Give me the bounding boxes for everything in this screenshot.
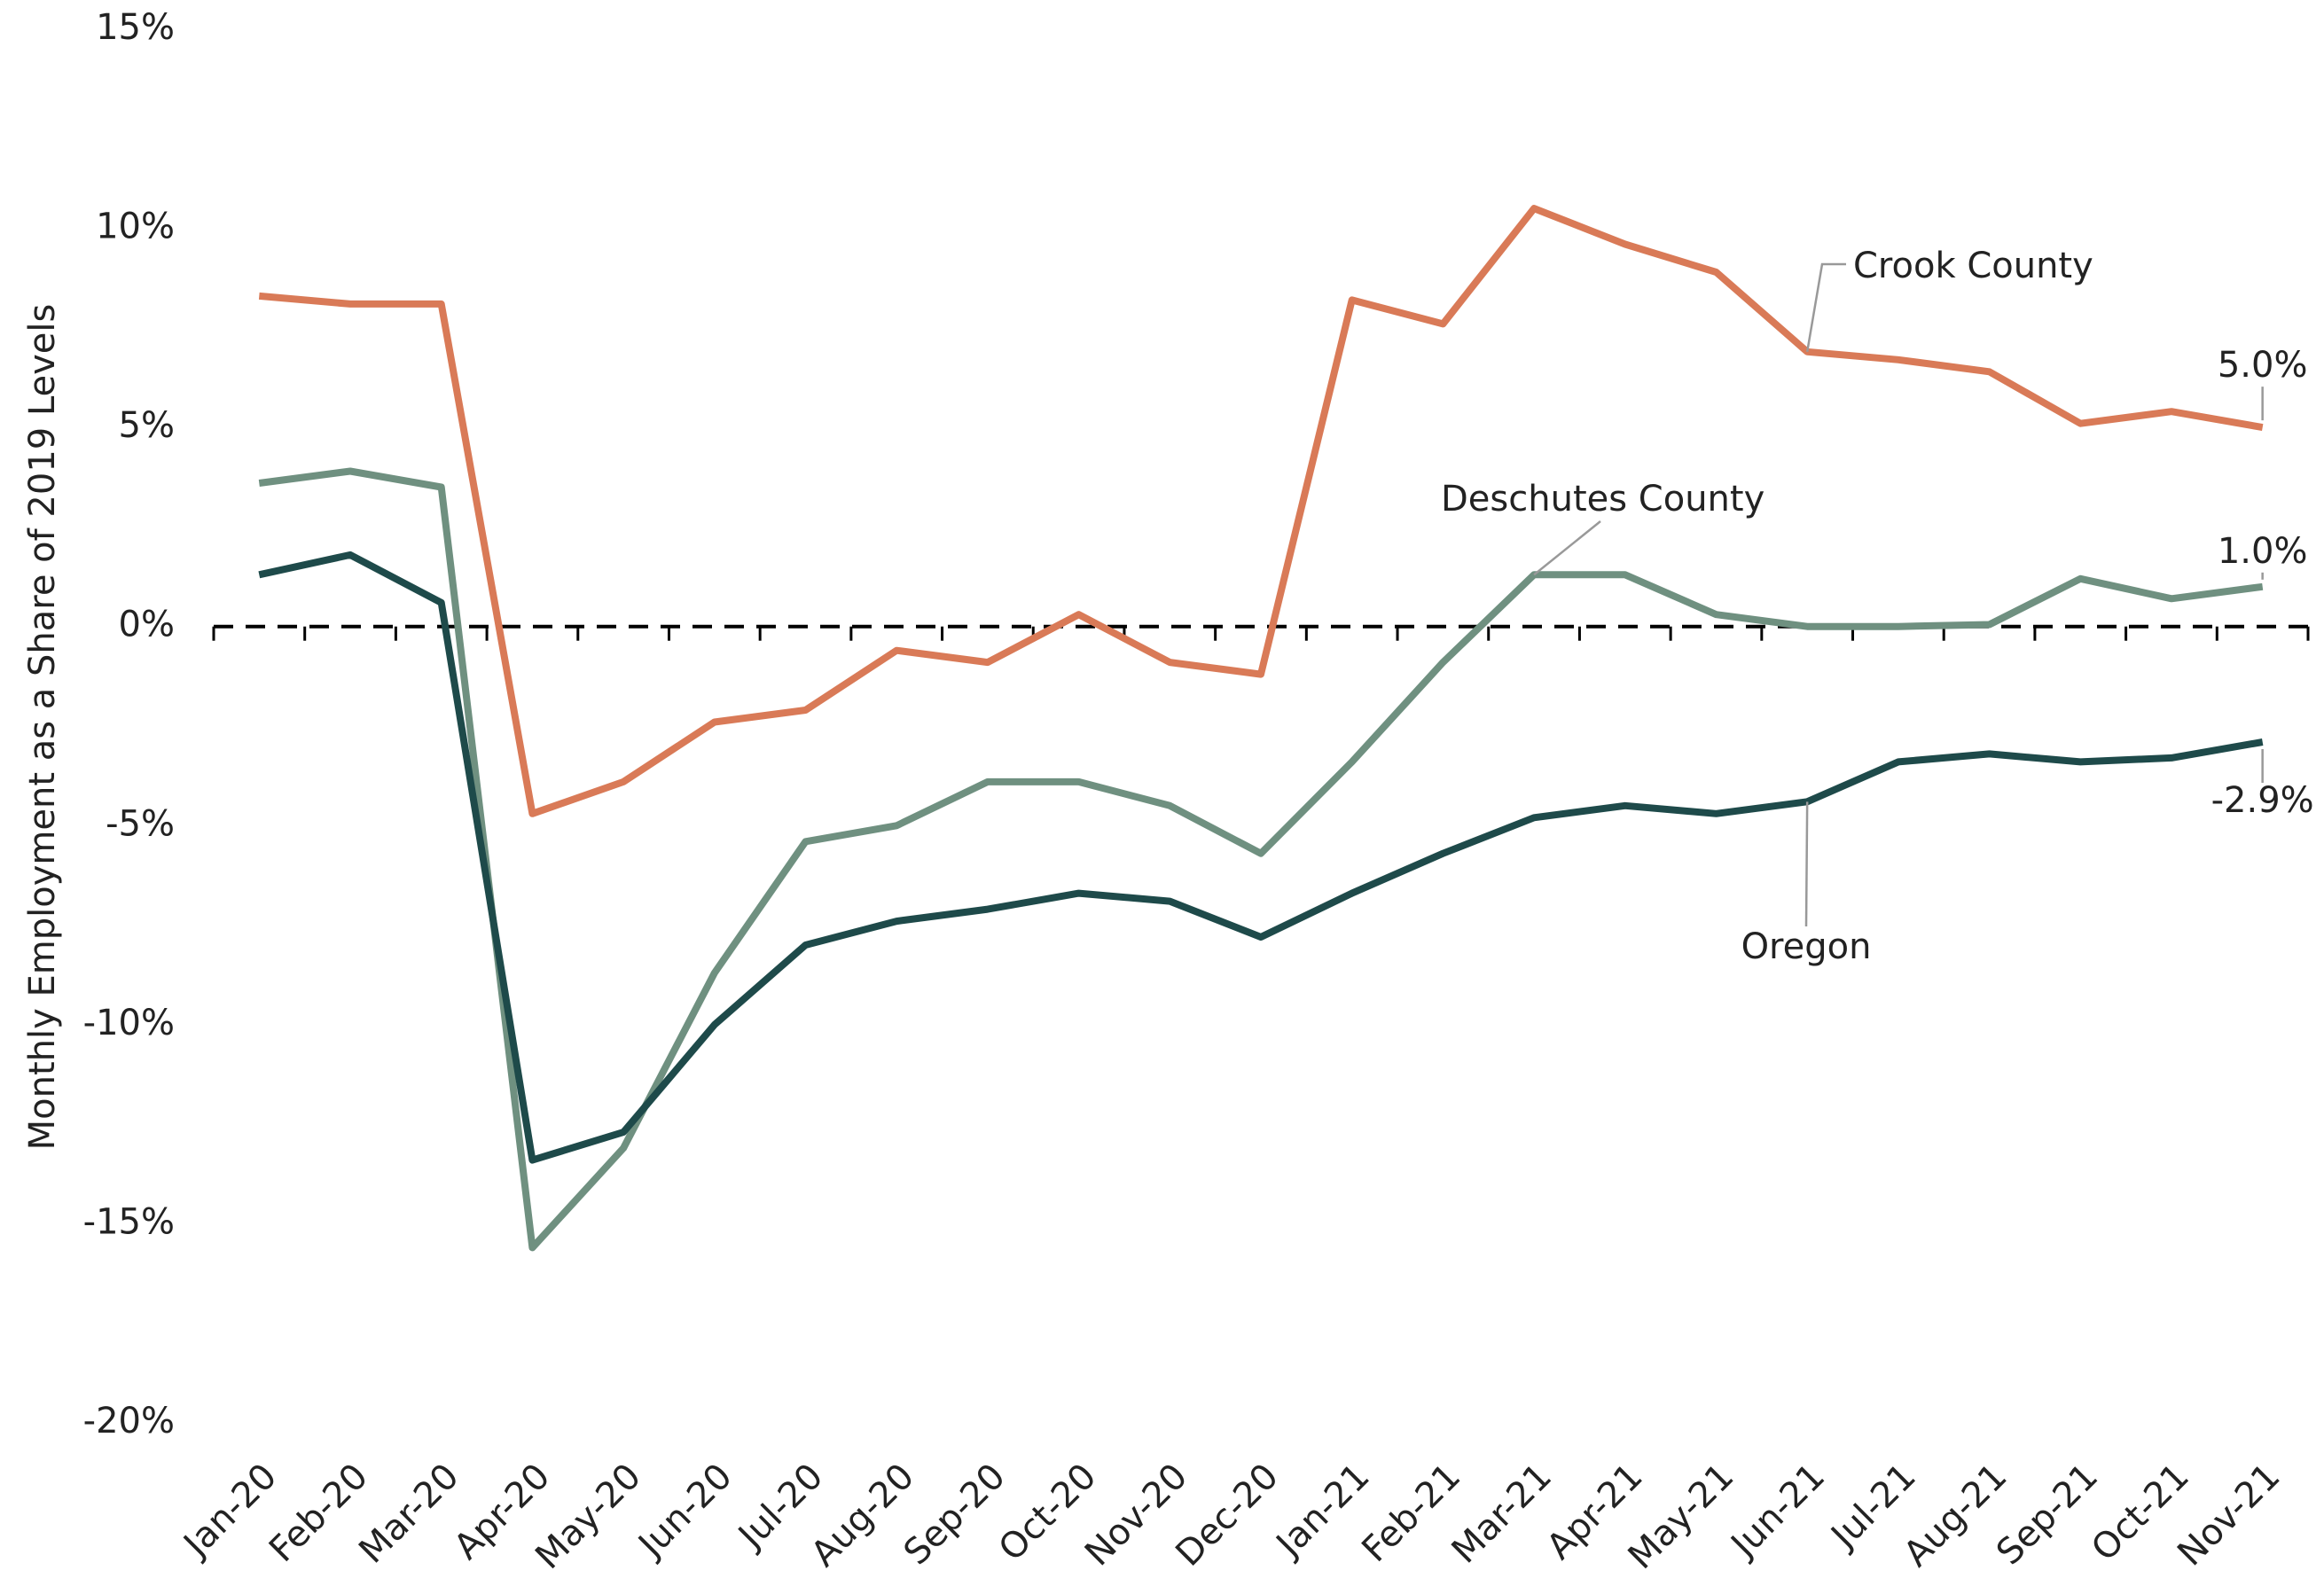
y-tick-label: -20%	[83, 1401, 175, 1441]
value-label: 1.0%	[2218, 531, 2308, 572]
y-tick-label: -5%	[106, 803, 175, 844]
x-tick-label: Jun-21	[1722, 1456, 1833, 1566]
y-tick-label: -10%	[83, 1003, 175, 1043]
x-tick-label: Jun-20	[630, 1456, 740, 1566]
x-tick-label: Aug-21	[1896, 1456, 2015, 1574]
x-tick-label: Feb-21	[1354, 1456, 1468, 1570]
leader-line	[1533, 520, 1601, 576]
value-label: -2.9%	[2211, 780, 2314, 821]
series-line	[258, 205, 2264, 817]
y-axis-label: Monthly Employment as a Share of 2019 Le…	[22, 304, 63, 1151]
x-tick-label: Sep-21	[1989, 1456, 2106, 1573]
series-label: Crook County	[1853, 246, 2093, 286]
series-label: Oregon	[1741, 926, 1872, 967]
y-tick-label: 5%	[119, 405, 175, 446]
x-tick-label: Mar-20	[351, 1456, 466, 1571]
value-label: 5.0%	[2218, 345, 2308, 386]
x-tick-label: Nov-20	[1077, 1456, 1195, 1574]
series-line	[258, 467, 2264, 1252]
series-line	[258, 551, 2264, 1164]
x-tick-label: Feb-20	[262, 1456, 376, 1570]
leader-line	[1805, 262, 1846, 353]
x-tick-label: Dec-20	[1168, 1456, 1286, 1574]
x-tick-label: Sep-20	[896, 1456, 1013, 1573]
y-tick-label: 15%	[96, 7, 175, 48]
x-tick-label: Jan-20	[175, 1456, 285, 1566]
y-tick-label: 0%	[119, 605, 175, 645]
y-tick-label: -15%	[83, 1201, 175, 1242]
x-tick-label: Aug-20	[803, 1456, 922, 1574]
y-tick-label: 10%	[96, 207, 175, 247]
x-tick-label: Nov-21	[2170, 1456, 2288, 1574]
series-label: Deschutes County	[1441, 479, 1765, 520]
leader-line	[1804, 801, 1809, 927]
x-tick-label: Mar-21	[1444, 1456, 1560, 1571]
x-tick-label: Jan-21	[1267, 1456, 1377, 1566]
